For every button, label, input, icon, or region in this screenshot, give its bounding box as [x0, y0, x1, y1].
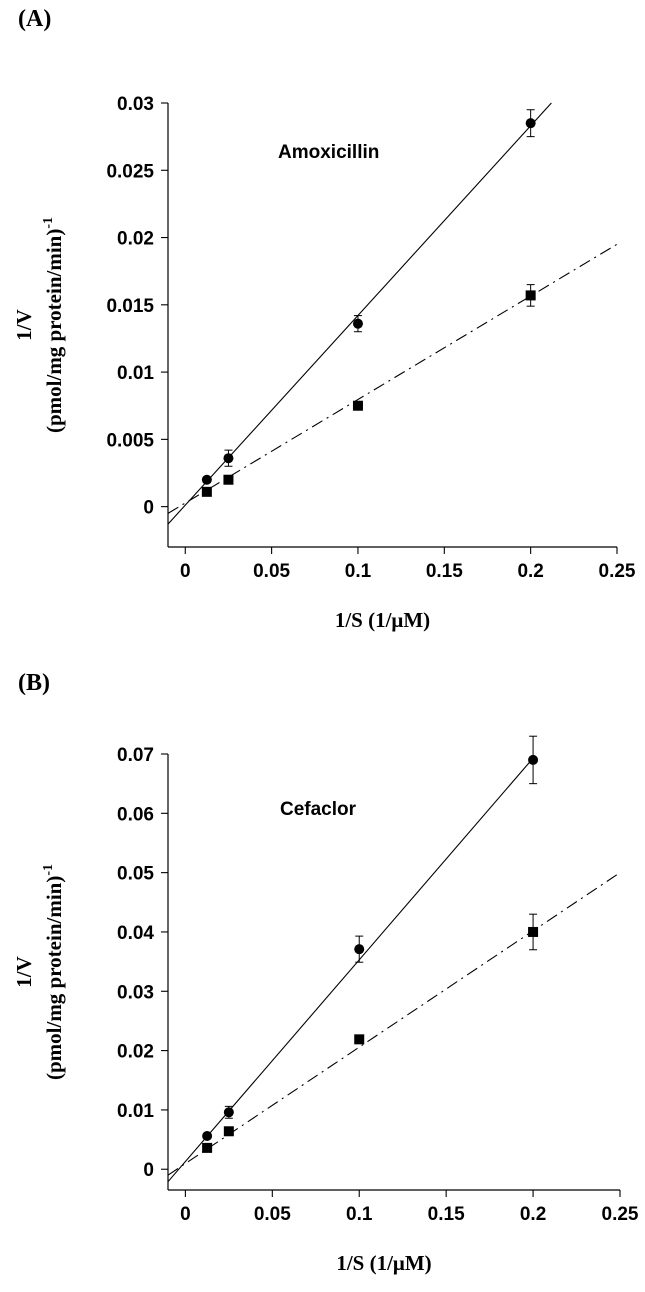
- data-point-square: [352, 400, 363, 411]
- x-tick-label: 0.1: [345, 561, 372, 582]
- data-point-square: [202, 1142, 213, 1153]
- panel-a: (A) 0 0.05 0.1 0.15 0.2 0.25 0 0.005 0.01 0.015 0.0…: [12, 6, 636, 632]
- data-point-square: [223, 474, 234, 485]
- x-tick-label: 0: [180, 561, 191, 582]
- data-point-circle: [354, 944, 365, 955]
- data-point-circle: [528, 754, 539, 765]
- y-axis-label-line1: 1/V: [12, 309, 36, 341]
- data-point-square: [354, 1034, 365, 1045]
- y-axis-label-line1: 1/V: [12, 956, 36, 988]
- y-axis-label-exponent: -1: [41, 864, 56, 876]
- y-tick-label: 0.06: [117, 804, 154, 825]
- x-tick-label: 0.15: [428, 1204, 465, 1225]
- data-point-circle: [223, 453, 234, 464]
- drug-annotation: Cefaclor: [280, 799, 357, 820]
- x-tick-label: 0: [180, 1204, 191, 1225]
- y-axis-label-units: (pmol/mg protein/min): [42, 229, 66, 433]
- fit-line-square: [167, 243, 618, 514]
- x-axis-label: 1/S (1/μM): [336, 1251, 431, 1275]
- x-tick-label: 0.2: [520, 1204, 546, 1225]
- y-tick-label: 0.07: [117, 745, 154, 766]
- data-point-square: [528, 926, 539, 937]
- data-point-circle: [525, 118, 536, 129]
- data-point-circle: [201, 474, 212, 485]
- data-point-square: [525, 290, 536, 301]
- y-tick-label: 0: [143, 1160, 154, 1181]
- x-tick-label: 0.05: [254, 1204, 291, 1225]
- drug-annotation: Amoxicillin: [278, 142, 379, 163]
- x-tick-label: 0.25: [599, 561, 636, 582]
- y-tick-label: 0.025: [106, 161, 154, 182]
- y-tick-label: 0.015: [106, 296, 154, 317]
- fit-line-square: [167, 872, 621, 1176]
- fit-line-circle: [167, 102, 552, 525]
- data-point-square: [201, 486, 212, 497]
- series-square: [167, 243, 618, 514]
- panel-label: (B): [18, 670, 50, 696]
- y-tick-label: 0.03: [117, 982, 154, 1003]
- panel-b: (B) 0 0.05 0.1 0.15 0.2 0.25 0 0.01 0.02 0.03 0.04 0…: [12, 670, 639, 1275]
- panel-label: (A): [18, 6, 51, 32]
- y-axis-label-line2: (pmol/mg protein/min)-1: [41, 217, 66, 433]
- y-axis-label-exponent: -1: [41, 217, 56, 229]
- fit-line-circle: [167, 757, 534, 1183]
- y-tick-label: 0: [143, 498, 154, 519]
- y-tick-label: 0.05: [117, 864, 154, 885]
- y-tick-label: 0.005: [106, 430, 154, 451]
- x-tick-label: 0.25: [602, 1204, 639, 1225]
- y-axis-label-line2: (pmol/mg protein/min)-1: [41, 864, 66, 1080]
- x-tick-label: 0.1: [346, 1204, 373, 1225]
- data-point-circle: [223, 1107, 234, 1118]
- y-tick-label: 0.03: [117, 94, 154, 115]
- y-tick-label: 0.01: [117, 363, 154, 384]
- series-circle: [167, 735, 539, 1183]
- series-circle: [167, 102, 552, 525]
- y-axis-label-units: (pmol/mg protein/min): [42, 876, 66, 1080]
- x-axis-label: 1/S (1/μM): [335, 608, 430, 632]
- series-square: [167, 872, 621, 1176]
- x-tick-label: 0.2: [517, 561, 543, 582]
- y-tick-label: 0.02: [117, 1042, 154, 1063]
- x-tick-label: 0.15: [426, 561, 463, 582]
- y-tick-label: 0.01: [117, 1101, 154, 1122]
- y-tick-label: 0.04: [117, 923, 154, 944]
- data-point-circle: [352, 318, 363, 329]
- x-tick-label: 0.05: [253, 561, 290, 582]
- data-point-circle: [202, 1131, 213, 1142]
- data-point-square: [223, 1126, 234, 1137]
- y-tick-label: 0.02: [117, 229, 154, 250]
